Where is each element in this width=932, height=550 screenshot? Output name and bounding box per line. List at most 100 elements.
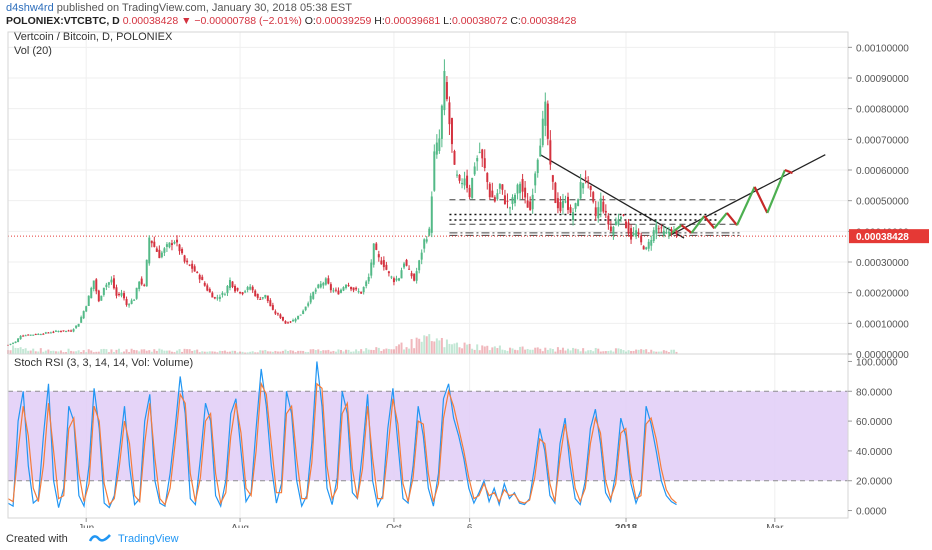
volume-bar [622, 350, 625, 354]
candle-body [635, 230, 638, 237]
candle-body [392, 278, 395, 283]
volume-bar [12, 345, 15, 354]
candle-body [561, 200, 564, 208]
volume-bar [607, 350, 610, 354]
candle-body [12, 342, 15, 344]
candle-body [448, 102, 451, 125]
volume-bar [345, 349, 348, 354]
volume-bar [609, 350, 612, 354]
projection-segment [713, 212, 728, 229]
low-label: L: [443, 15, 452, 27]
candle-body [312, 291, 315, 299]
author-link[interactable]: d4shw4rd [6, 2, 54, 14]
volume-bar [75, 351, 78, 354]
candle-body [650, 240, 653, 246]
candle-body [67, 330, 70, 332]
volume-bar [574, 348, 577, 354]
volume-bar [352, 351, 355, 354]
volume-bar [632, 350, 635, 354]
candle-body [133, 299, 136, 301]
candle-body [213, 297, 216, 299]
candle-body [281, 316, 284, 321]
candle-body [385, 264, 388, 270]
volume-bar [450, 344, 453, 354]
volume-bar [191, 350, 194, 354]
candle-body [228, 279, 231, 288]
candle-body [269, 300, 272, 307]
candle-body [440, 105, 443, 139]
volume-bar [287, 351, 289, 354]
projection-segment [690, 215, 706, 234]
candle-body [223, 294, 226, 296]
candle-body [211, 292, 214, 298]
last-price-badge [849, 229, 929, 244]
volume-bar [324, 350, 327, 354]
candle-body [80, 317, 83, 323]
candle-body [85, 306, 88, 312]
candle-body [564, 201, 567, 203]
volume-bar [486, 345, 489, 354]
candle-body [120, 292, 123, 296]
volume-bar [117, 348, 120, 354]
rsi-tick-label: 0.0000 [856, 507, 887, 518]
time-tick-label: Mar [766, 523, 784, 528]
volume-bar [112, 351, 115, 354]
volume-bar [221, 351, 224, 354]
candle-body [271, 305, 274, 310]
candle-body [645, 247, 648, 250]
volume-bar [125, 349, 128, 354]
volume-bar [380, 350, 383, 354]
publish-info: published on TradingView.com, January 30… [56, 2, 352, 14]
price-tick-label: 0.00050000 [856, 197, 909, 208]
candle-body [458, 174, 461, 181]
stoch-rsi-d-line [7, 381, 677, 506]
volume-bar [208, 351, 211, 354]
candle-body [632, 232, 635, 236]
volume-bar [408, 348, 411, 354]
tradingview-link[interactable]: TradingView [118, 533, 179, 545]
candle-body [579, 182, 582, 199]
volume-bar [463, 342, 466, 354]
candle-body [181, 249, 184, 254]
candle-body [168, 242, 171, 248]
candle-body [503, 195, 506, 205]
candle-body [642, 246, 645, 250]
volume-bar [592, 351, 595, 354]
price-tick-label: 0.00070000 [856, 135, 909, 146]
volume-bar [433, 341, 436, 354]
volume-bar [256, 352, 259, 354]
candle-body [292, 319, 295, 322]
stoch-rsi-k-line [7, 361, 677, 509]
volume-bar [72, 351, 75, 354]
candle-body [276, 313, 279, 315]
chart-area[interactable]: 0.00100000 0.00090000 0.00080000 0.00070000… [0, 28, 932, 528]
candle-body [52, 331, 55, 333]
stoch-rsi-lines [7, 361, 677, 509]
volume-bar [508, 347, 511, 354]
candle-body [534, 173, 537, 186]
volume-bar [249, 351, 252, 354]
volume-bar [176, 350, 179, 354]
volume-bar [294, 352, 297, 354]
volume-bar [387, 348, 390, 354]
volume-bar [284, 349, 287, 354]
price-tick-label: 0.00030000 [856, 258, 909, 269]
volume-bar [231, 350, 234, 354]
volume-bar [27, 350, 30, 354]
candle-body [115, 287, 118, 296]
volume-bar [584, 351, 587, 354]
volume-bar [239, 351, 242, 354]
candle-body [468, 187, 471, 198]
candle-body [186, 260, 189, 263]
volume-bars [7, 334, 678, 354]
rsi-tick-label: 100.0000 [856, 357, 898, 368]
volume-bar [582, 348, 585, 354]
candle-body [196, 271, 199, 273]
candle-body [625, 221, 628, 229]
candle-body [594, 207, 597, 216]
volume-bar [77, 350, 80, 354]
volume-bar [546, 349, 549, 354]
volume-bar [458, 347, 461, 354]
open-value: 0.00039259 [315, 15, 372, 27]
candle-body [511, 197, 514, 204]
